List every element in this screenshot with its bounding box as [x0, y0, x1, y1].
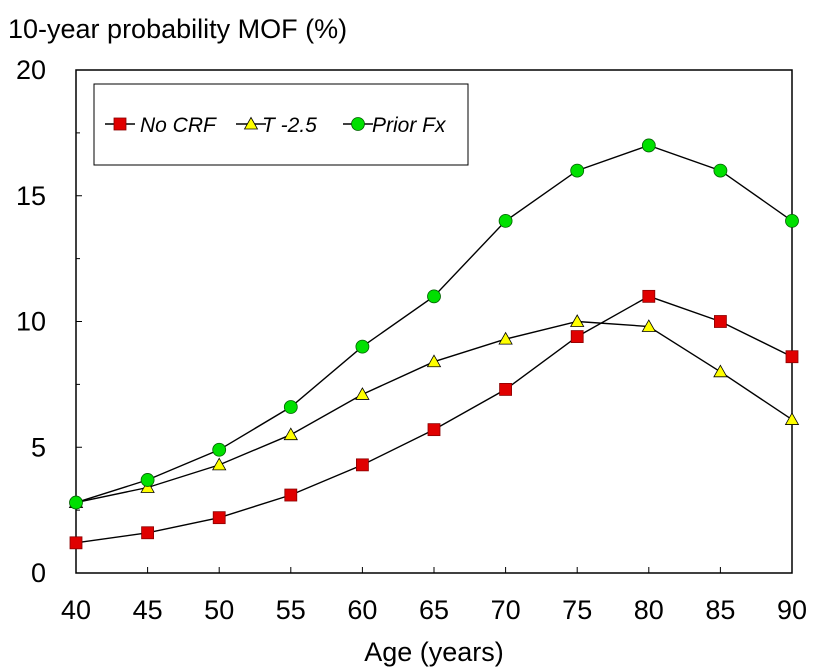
x-tick-label-5: 65	[419, 595, 449, 625]
series-2-point-2	[212, 442, 227, 457]
series-2-point-3	[283, 400, 298, 414]
series-0-point-9	[714, 315, 727, 328]
series-layer	[68, 138, 800, 550]
series-0-point-0	[69, 536, 83, 550]
series-0-point-7	[570, 330, 584, 343]
x-tick-label-4: 60	[347, 595, 377, 625]
series-2-point-1	[140, 473, 155, 487]
x-tick-label-9: 85	[705, 595, 735, 625]
legend: No CRF T -2.5 Prior Fx	[93, 83, 469, 166]
legend-marker-1	[243, 116, 259, 130]
y-tick-label-3: 15	[16, 181, 46, 211]
series-2-point-9	[713, 163, 728, 178]
series-2-point-7	[570, 163, 585, 178]
x-axis: 40 45 50 55 60 65 70 75 80 85 90	[61, 567, 807, 625]
series-1-point-10	[784, 412, 800, 425]
series-0-point-8	[642, 289, 656, 303]
y-axis: 0 5 10 15 20	[16, 55, 82, 588]
x-tick-label-3: 55	[276, 595, 306, 625]
series-1-point-3	[283, 427, 298, 441]
y-axis-title: 10-year probability MOF (%)	[8, 14, 347, 44]
x-tick-label-8: 80	[634, 595, 664, 625]
series-0-point-5	[427, 423, 441, 437]
series-2-point-4	[355, 339, 370, 354]
series-1-point-8	[641, 319, 656, 332]
series-2-point-6	[498, 213, 513, 228]
legend-marker-2	[351, 117, 365, 131]
series-0-point-3	[284, 488, 298, 502]
series-2-point-5	[427, 289, 441, 304]
series-1-point-9	[713, 364, 728, 378]
legend-label-2: Prior Fx	[372, 114, 447, 137]
legend-label-0: No CRF	[140, 114, 217, 137]
y-tick-label-4: 20	[16, 55, 46, 85]
legend-box	[93, 83, 469, 166]
x-tick-label-2: 50	[204, 595, 234, 625]
series-1-point-6	[498, 331, 513, 345]
x-axis-title: Age (years)	[364, 637, 504, 667]
series-0	[69, 289, 799, 550]
legend-marker-0	[113, 117, 127, 131]
y-tick-label-0: 0	[31, 558, 46, 588]
series-1	[68, 314, 800, 508]
series-2-point-8	[641, 138, 656, 153]
series-1-point-7	[570, 314, 585, 327]
x-tick-label-0: 40	[61, 595, 91, 625]
series-1-point-5	[426, 354, 442, 368]
legend-label-1: T -2.5	[262, 114, 317, 137]
y-tick-label-2: 10	[16, 307, 46, 337]
series-2-point-0	[69, 495, 83, 510]
series-2	[69, 138, 799, 510]
x-tick-label-1: 45	[133, 595, 163, 625]
y-tick-label-1: 5	[31, 432, 46, 462]
series-0-point-4	[355, 458, 369, 472]
x-tick-label-6: 70	[491, 595, 521, 625]
series-0-point-10	[785, 350, 799, 364]
series-0-point-2	[212, 511, 226, 525]
x-tick-label-10: 90	[777, 595, 807, 625]
series-1-point-4	[355, 387, 370, 400]
series-line-1	[75, 320, 793, 504]
series-1-point-2	[212, 457, 227, 471]
series-line-0	[75, 295, 793, 544]
series-2-point-10	[785, 213, 799, 228]
series-0-point-6	[499, 383, 513, 396]
legend-items: No CRF T -2.5 Prior Fx	[105, 114, 447, 137]
series-line-2	[75, 144, 793, 504]
x-tick-label-7: 75	[562, 595, 592, 625]
series-0-point-1	[141, 526, 155, 540]
